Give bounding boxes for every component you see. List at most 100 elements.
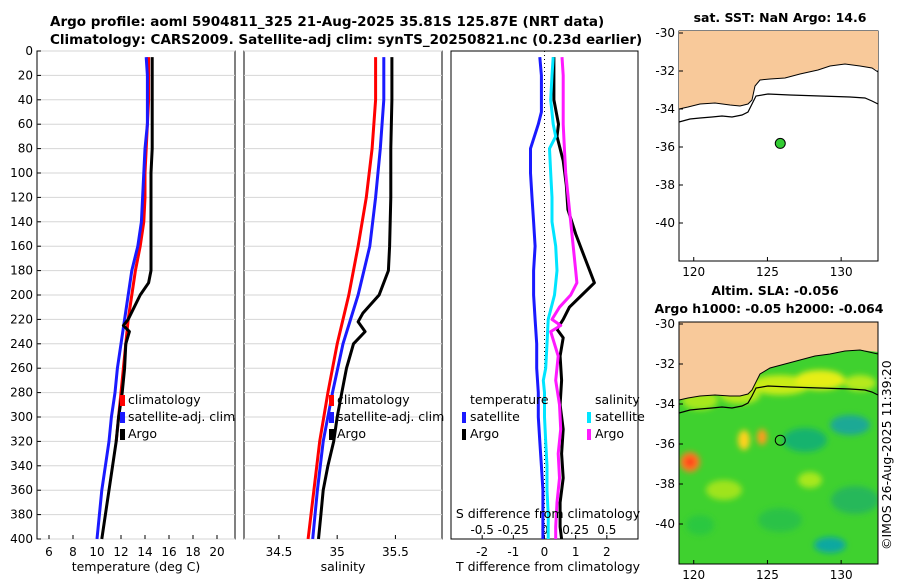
legend-swatch-sat [329,412,334,423]
difference-xlabel2: S difference from climatology [456,506,641,521]
map-x-tick-label: 125 [756,265,779,279]
land-australia [679,31,878,109]
x-tick-label: 6 [45,545,53,559]
sst-map-title: sat. SST: NaN Argo: 14.6 [694,10,867,25]
legend-label-t-sat: satellite [470,409,520,424]
legend-label-argo: Argo [337,426,366,441]
y-tick-label: 100 [10,166,33,180]
y-tick-label: 280 [10,386,33,400]
legend-label-clim: climatology [337,392,410,407]
difference-legend: temperature satellite Argo salinity sate… [462,392,645,441]
legend-swatch-sat [120,412,125,423]
y-tick-label: 380 [10,508,33,522]
map-y-tick-label: -36 [655,437,675,451]
y-tick-label: 320 [10,434,33,448]
x-tick-label: 14 [137,545,152,559]
map-y-tick-label: -36 [655,140,675,154]
argo-temperature-line [100,57,154,540]
map-x-tick-label: 130 [830,265,853,279]
x-tick-label: -2 [476,545,488,559]
x-tick-label: 34.5 [266,545,293,559]
legend-label-sat: satellite-adj. clim [337,409,444,424]
temperature-legend: climatology satellite-adj. clim Argo [120,392,235,441]
x-tick-label: -1 [507,545,519,559]
x-tick-label: 16 [161,545,176,559]
legend-swatch-t-sat [462,412,466,423]
map-x-tick-label: 120 [682,265,705,279]
coastline-sla [679,349,878,401]
sla-map-frame [678,321,879,565]
legend-swatch-s-argo [587,429,591,440]
map-x-tick-label: 125 [756,568,779,580]
argo-temperature-diff-line [552,57,596,540]
map-y-tick-label: -32 [655,64,675,78]
x2-tick-label: -0.5 [470,523,493,537]
y-tick-label: 220 [10,312,33,326]
y-tick-label: 340 [10,459,33,473]
coastline [678,63,879,110]
y-tick-label: 120 [10,190,33,204]
y-tick-label: 300 [10,410,33,424]
map-y-tick-label: -40 [655,216,675,230]
y-tick-label: 0 [25,44,33,58]
x2-tick-label: 0 [541,523,549,537]
legend-label-s-sat: satellite [595,409,645,424]
x-tick-label: 2 [603,545,611,559]
argo-location-marker [774,137,786,149]
salinity-xlabel: salinity [321,559,366,574]
y-tick-label: 400 [10,532,33,546]
map-y-tick-label: -34 [655,102,675,116]
isobath-sla [679,385,878,414]
sla-map-title-line1: Altim. SLA: -0.056 [711,283,839,298]
y-tick-label: 40 [18,93,33,107]
clim-salinity-line [306,57,378,540]
y-tick-label: 240 [10,337,33,351]
temperature-xlabel: temperature (deg C) [72,559,201,574]
map-y-tick-label: -40 [655,517,675,531]
y-tick-label: 180 [10,264,33,278]
isobath [678,93,879,123]
y-tick-label: 60 [18,117,33,131]
figure-title: Argo profile: aoml 5904811_325 21-Aug-20… [50,14,605,30]
x2-tick-label: 0.25 [562,523,589,537]
argo-location-marker [774,434,786,446]
legend-swatch-clim [329,395,334,406]
sat-salinity-diff-line [541,57,559,539]
legend-label-t-argo: Argo [470,426,499,441]
sat-temperature-diff-line [529,56,545,539]
x-tick-label: 20 [209,545,224,559]
legend-label-sat: satellite-adj. clim [128,409,235,424]
legend-swatch-clim [120,395,125,406]
legend-title-temperature: temperature [470,392,549,407]
figure-subtitle: Climatology: CARS2009. Satellite-adj cli… [50,32,643,48]
sat-salinity-line [311,57,386,540]
argo-salinity-line [317,57,394,540]
y-tick-label: 20 [18,68,33,82]
legend-title-salinity: salinity [595,392,640,407]
land-australia-sla [679,322,878,400]
x2-tick-label: -0.25 [498,523,529,537]
x-tick-label: 8 [69,545,77,559]
x-tick-label: 0 [541,545,549,559]
map-y-tick-label: -32 [655,357,675,371]
legend-swatch-argo [120,429,125,440]
y-tick-label: 200 [10,288,33,302]
y-tick-label: 80 [18,142,33,156]
x-tick-label: 18 [185,545,200,559]
x-tick-label: 35.5 [382,545,409,559]
map-y-tick-label: -30 [655,26,675,40]
map-x-tick-label: 130 [830,568,853,580]
x2-tick-label: 0.5 [597,523,616,537]
x-tick-label: 1 [572,545,580,559]
map-y-tick-label: -34 [655,397,675,411]
map-y-tick-label: -38 [655,178,675,192]
sst-map: sat. SST: NaN Argo: 14.6 -30 -32 -34 -36 -38… [655,10,879,279]
legend-swatch-argo [329,429,334,440]
y-tick-label: 360 [10,483,33,497]
y-tick-label: 260 [10,361,33,375]
legend-label-s-argo: Argo [595,426,624,441]
legend-label-argo: Argo [128,426,157,441]
difference-xlabel: T difference from climatology [455,559,641,574]
map-y-tick-label: -38 [655,477,675,491]
